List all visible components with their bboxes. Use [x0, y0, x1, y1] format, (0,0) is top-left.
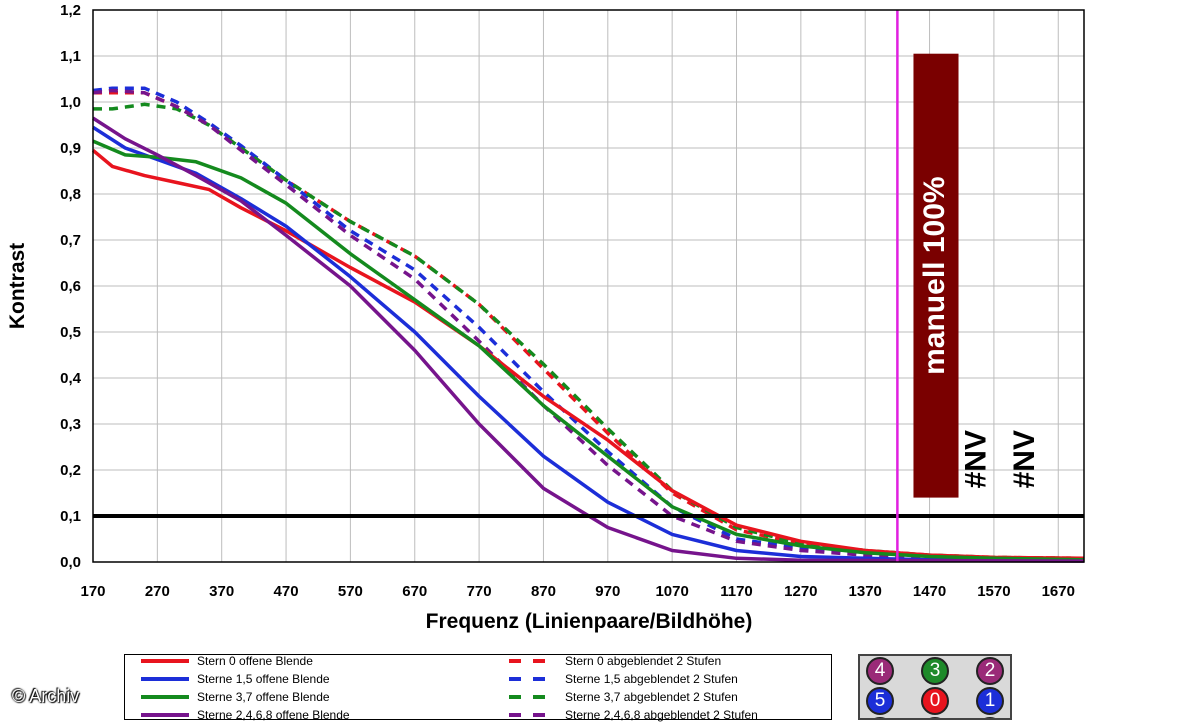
x-tick-label: 1270 [784, 583, 817, 600]
legend-label: Stern 0 abgeblendet 2 Stufen [565, 654, 722, 668]
legend-label: Sterne 1,5 offene Blende [197, 672, 330, 686]
x-tick-label: 370 [209, 583, 234, 600]
x-tick-label: 1070 [655, 583, 688, 600]
legend-label: Sterne 2,4,6,8 abgeblendet 2 Stufen [565, 708, 758, 722]
series-line: Sterne 3,7 offene Blende [92, 139, 1085, 562]
star-position-dot: 2 [976, 657, 1004, 685]
legend-swatch [509, 656, 557, 666]
x-tick-label: 1570 [977, 583, 1010, 600]
x-tick-label: 1170 [720, 583, 753, 600]
legend-item: Sterne 2,4,6,8 offene Blende [141, 706, 350, 724]
series-line: Sterne 1,5 abgeblendet 2 Stufen [92, 86, 1085, 562]
legend-item: Sterne 2,4,6,8 abgeblendet 2 Stufen [509, 706, 758, 724]
x-axis-title: Frequenz (Linienpaare/Bildhöhe) [426, 610, 753, 633]
plot-frame [92, 9, 1085, 563]
y-axis-title: Kontrast [6, 243, 29, 329]
x-tick-label: 1670 [1042, 583, 1075, 600]
y-tick-label: 0,1 [60, 508, 81, 525]
y-tick-label: 0,9 [60, 140, 81, 157]
y-tick-label: 0,6 [60, 278, 81, 295]
legend-label: Sterne 2,4,6,8 offene Blende [197, 708, 350, 722]
legend-swatch [509, 692, 557, 702]
y-tick-label: 1,0 [60, 94, 81, 111]
y-tick-label: 0,7 [60, 232, 81, 249]
star-position-dot: 3 [921, 657, 949, 685]
legend-swatch [141, 674, 189, 684]
star-position-dot: 0 [921, 687, 949, 715]
x-tick-label: 570 [338, 583, 363, 600]
legend-swatch [141, 656, 189, 666]
star-position-dot: 1 [976, 687, 1004, 715]
legend-item: Stern 0 offene Blende [141, 652, 313, 670]
legend-label: Sterne 3,7 abgeblendet 2 Stufen [565, 690, 738, 704]
y-tick-label: 0,3 [60, 416, 81, 433]
legend-label: Sterne 3,7 offene Blende [197, 690, 330, 704]
y-tick-label: 1,1 [60, 48, 81, 65]
x-tick-label: 470 [274, 583, 299, 600]
series-line: Sterne 2,4,6,8 offene Blende [92, 116, 1085, 563]
photo-credit: © Archiv [12, 686, 80, 706]
legend-item: Sterne 3,7 offene Blende [141, 688, 330, 706]
legend-label: Sterne 1,5 abgeblendet 2 Stufen [565, 672, 738, 686]
legend-label: Stern 0 offene Blende [197, 654, 313, 668]
y-tick-label: 0,5 [60, 324, 81, 341]
star-position-dot: 4 [866, 657, 894, 685]
manual-annotation-bar [913, 53, 959, 498]
x-tick-label: 870 [531, 583, 556, 600]
legend-swatch [141, 692, 189, 702]
manual-annotation-label: manuell 100% [918, 176, 951, 374]
y-tick-label: 0,4 [60, 370, 82, 387]
star-position-dot: 5 [866, 687, 894, 715]
legend-swatch [509, 710, 557, 720]
legend-item: Sterne 1,5 abgeblendet 2 Stufen [509, 670, 738, 688]
na-label: #NV [960, 430, 993, 488]
overlay-lines [93, 10, 1084, 562]
annotations: manuell 100% #NV #NV [913, 53, 1041, 498]
x-tick-label: 270 [145, 583, 170, 600]
tick-labels: 0,0 0,1 0,2 0,3 0,4 0,5 0,6 0,7 0,8 0,9 1,0 1,1 1,2 1… [60, 2, 1075, 600]
legend-swatch [509, 674, 557, 684]
legend: Stern 0 offene Blende Sterne 1,5 offene B… [124, 652, 832, 722]
series-line: Sterne 2,4,6,8 abgeblendet 2 Stufen [92, 88, 1085, 562]
x-tick-label: 1370 [849, 583, 882, 600]
y-tick-label: 0,0 [60, 554, 81, 571]
x-tick-label: 770 [467, 583, 492, 600]
contrast-chart: 0,0 0,1 0,2 0,3 0,4 0,5 0,6 0,7 0,8 0,9 1,0 1,1 1,2 1… [6, 2, 1085, 633]
y-tick-label: 1,2 [60, 2, 81, 19]
legend-item: Sterne 3,7 abgeblendet 2 Stufen [509, 688, 738, 706]
legend-item: Stern 0 abgeblendet 2 Stufen [509, 652, 721, 670]
x-tick-label: 170 [80, 583, 105, 600]
legend-swatch [141, 710, 189, 720]
na-label: #NV [1008, 430, 1041, 488]
y-tick-label: 0,8 [60, 186, 81, 203]
y-tick-label: 0,2 [60, 462, 81, 479]
legend-item: Sterne 1,5 offene Blende [141, 670, 330, 688]
x-tick-label: 670 [402, 583, 427, 600]
x-tick-label: 1470 [913, 583, 946, 600]
x-tick-label: 970 [595, 583, 620, 600]
